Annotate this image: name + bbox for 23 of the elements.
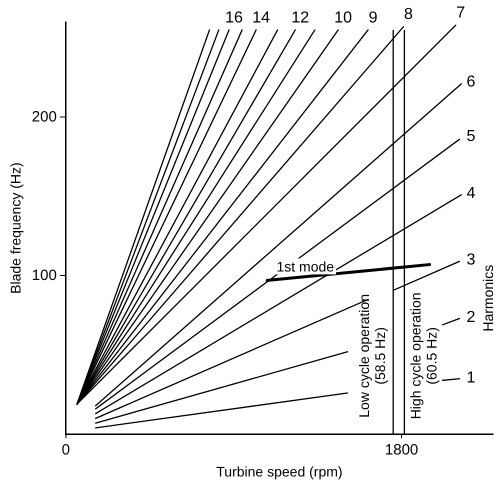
- series-label: 6: [466, 74, 476, 91]
- series-label: 10: [334, 9, 352, 26]
- series-label: 1: [466, 370, 476, 387]
- series-label: 3: [466, 251, 476, 268]
- series-label: 16: [225, 9, 244, 26]
- series-label: 2: [466, 308, 476, 326]
- series-label: 9: [368, 9, 378, 26]
- x-tick-label: 1800: [384, 441, 418, 458]
- series-label: 12: [291, 9, 310, 26]
- y-tick-label: 200: [32, 108, 57, 126]
- annotation: Harmonics: [480, 264, 496, 332]
- series-label: 7: [456, 4, 466, 22]
- x-tick-label: 0: [62, 441, 70, 458]
- y-axis-title: Blade frequency (Hz): [7, 162, 24, 294]
- series-label: 4: [466, 185, 476, 202]
- series-label: 8: [404, 6, 414, 24]
- ref-line-label: High cycle operation (60.5 Hz): [407, 292, 440, 420]
- y-tick-label: 100: [32, 266, 57, 284]
- series-label: 1st mode: [276, 258, 334, 274]
- series-label: 5: [466, 128, 476, 146]
- x-axis-title: Turbine speed (rpm): [216, 463, 343, 480]
- series-label: 14: [252, 9, 270, 26]
- ref-line-label: Low cycle operation (58.5 Hz): [356, 294, 388, 418]
